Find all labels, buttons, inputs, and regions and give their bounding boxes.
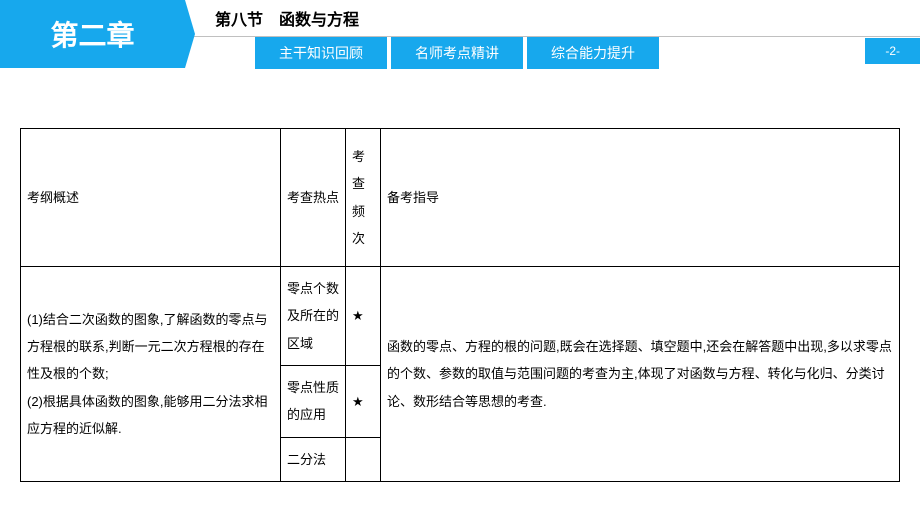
freq-cell: ★ [346,366,381,438]
header-outline: 考纲概述 [21,129,281,267]
hotspot-cell: 零点性质的应用 [281,366,346,438]
nav-tabs: 主干知识回顾 名师考点精讲 综合能力提升 [205,37,663,69]
header-freq: 考查频次 [346,129,381,267]
header-hotspot: 考查热点 [281,129,346,267]
nav-row: 主干知识回顾 名师考点精讲 综合能力提升 [185,37,920,69]
header-right: 第八节 函数与方程 主干知识回顾 名师考点精讲 综合能力提升 [185,0,920,68]
table-header-row: 考纲概述 考查热点 考查频次 备考指导 [21,129,900,267]
chapter-title: 第二章 [0,0,185,68]
freq-cell: ★ [346,267,381,366]
tab-key-points[interactable]: 名师考点精讲 [391,37,523,69]
tab-ability-improve[interactable]: 综合能力提升 [527,37,659,69]
header-guide: 备考指导 [381,129,900,267]
hotspot-cell: 二分法 [281,437,346,481]
freq-cell [346,437,381,481]
syllabus-table: 考纲概述 考查热点 考查频次 备考指导 (1)结合二次函数的图象,了解函数的零点… [20,128,900,482]
section-title: 第八节 函数与方程 [185,0,920,37]
page-header: 第二章 第八节 函数与方程 主干知识回顾 名师考点精讲 综合能力提升 -2- [0,0,920,68]
hotspot-cell: 零点个数及所在的区域 [281,267,346,366]
table-row: (1)结合二次函数的图象,了解函数的零点与方程根的联系,判断一元二次方程根的存在… [21,267,900,366]
guide-cell: 函数的零点、方程的根的问题,既会在选择题、填空题中,还会在解答题中出现,多以求零… [381,267,900,482]
outline-cell: (1)结合二次函数的图象,了解函数的零点与方程根的联系,判断一元二次方程根的存在… [21,267,281,482]
page-number-badge: -2- [865,38,920,64]
tab-knowledge-review[interactable]: 主干知识回顾 [255,37,387,69]
